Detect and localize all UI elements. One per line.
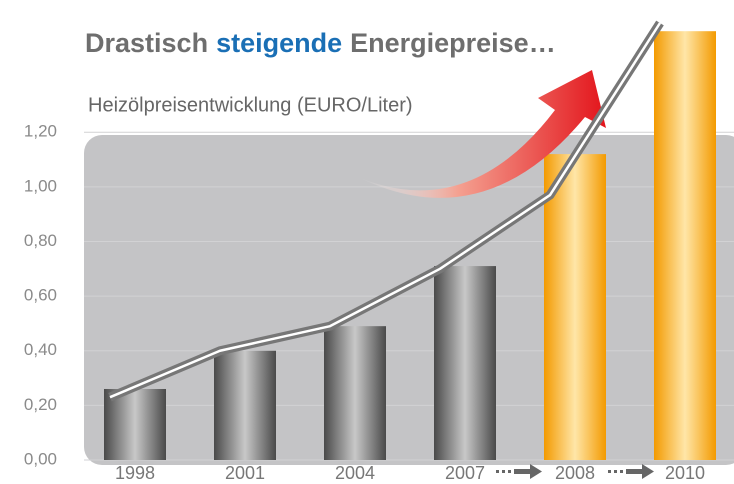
bar <box>324 326 386 460</box>
x-tick-label: 1998 <box>115 463 155 483</box>
bar <box>214 351 276 460</box>
chart-title: Drastisch steigende Energiepreise… <box>85 28 556 58</box>
y-tick-label: 1,00 <box>24 176 57 195</box>
y-tick-label: 0,00 <box>24 449 57 468</box>
plot-background <box>84 135 734 465</box>
y-tick-label: 0,20 <box>24 395 57 414</box>
title-part: steigende <box>216 28 342 58</box>
y-tick-label: 1,20 <box>24 122 57 141</box>
y-tick-label: 0,40 <box>24 340 57 359</box>
x-tick-label: 2007 <box>445 463 485 483</box>
title-part: Drastisch <box>85 28 208 58</box>
bar <box>654 31 716 460</box>
x-tick-label: 2001 <box>225 463 265 483</box>
x-tick-label: 2004 <box>335 463 375 483</box>
x-tick-label: 2008 <box>555 463 595 483</box>
bar <box>544 154 606 460</box>
title-part: Energiepreise… <box>350 28 556 58</box>
y-tick-label: 0,80 <box>24 231 57 250</box>
chart: 0,00 0,20 0,40 0,60 0,80 1,00 1,20 Drastisch st… <box>0 0 734 484</box>
y-tick-label: 0,60 <box>24 286 57 305</box>
chart-subtitle: Heizölpreisentwicklung (EURO/Liter) <box>88 94 413 116</box>
x-tick-label: 2010 <box>665 463 705 483</box>
bar <box>434 266 496 460</box>
